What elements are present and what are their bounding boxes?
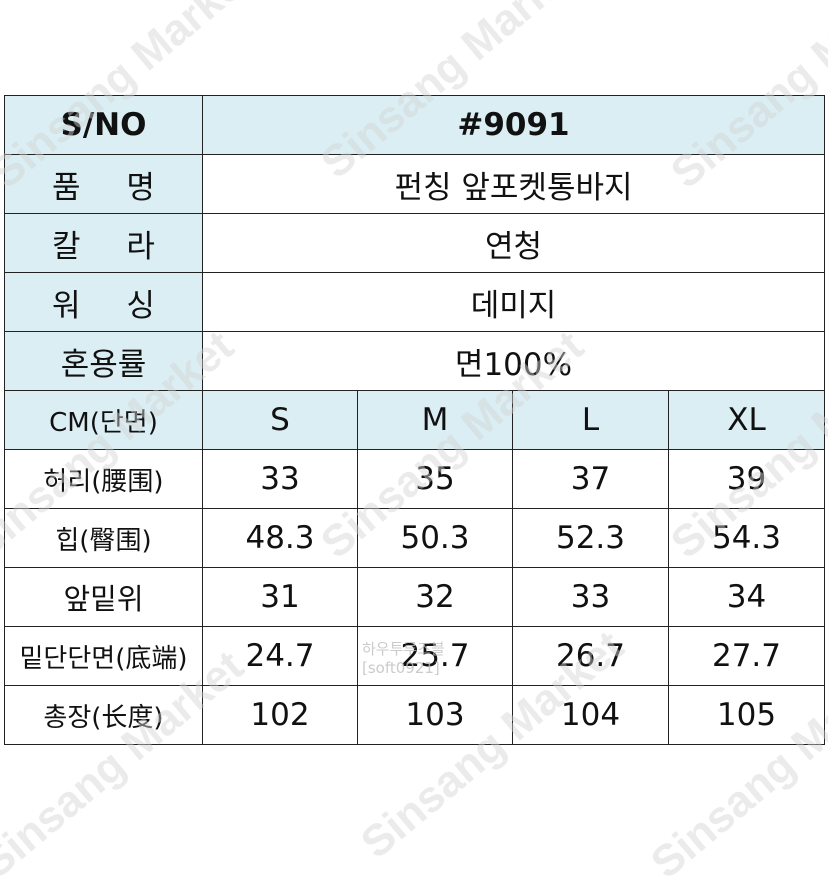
product-name-label: 품 명: [4, 154, 203, 214]
product-name-row: 품 명 펀칭 앞포켓통바지: [4, 154, 825, 214]
front-rise-s: 31: [202, 567, 358, 627]
length-xl: 105: [668, 685, 825, 745]
waist-row: 허리(腰围) 33 35 37 39: [4, 449, 825, 509]
length-s: 102: [202, 685, 358, 745]
length-l: 104: [512, 685, 669, 745]
hem-label: 밑단단면(底端): [4, 626, 203, 686]
front-rise-l: 33: [512, 567, 669, 627]
hip-m: 50.3: [357, 508, 513, 568]
length-label: 총장(长度): [4, 685, 203, 745]
size-header-row: CM(단면) S M L XL: [4, 390, 825, 450]
size-col-s: S: [202, 390, 358, 450]
waist-l: 37: [512, 449, 669, 509]
waist-m: 35: [357, 449, 513, 509]
wash-value: 데미지: [202, 272, 825, 332]
color-label: 칼 라: [4, 213, 203, 273]
hem-m: 25.7: [357, 626, 513, 686]
fabric-row: 혼용률 면100%: [4, 331, 825, 391]
front-rise-row: 앞밑위 31 32 33 34: [4, 567, 825, 627]
product-name-value: 펀칭 앞포켓통바지: [202, 154, 825, 214]
size-col-xl: XL: [668, 390, 825, 450]
wash-row: 워 싱 데미지: [4, 272, 825, 332]
sno-label: S/NO: [4, 95, 203, 155]
hem-l: 26.7: [512, 626, 669, 686]
size-col-m: M: [357, 390, 513, 450]
waist-xl: 39: [668, 449, 825, 509]
hip-xl: 54.3: [668, 508, 825, 568]
fabric-value: 면100%: [202, 331, 825, 391]
front-rise-label: 앞밑위: [4, 567, 203, 627]
sno-row: S/NO #9091: [4, 95, 825, 155]
wash-label: 워 싱: [4, 272, 203, 332]
hem-row: 밑단단면(底端) 24.7 25.7 26.7 27.7: [4, 626, 825, 686]
color-row: 칼 라 연청: [4, 213, 825, 273]
fabric-label: 혼용률: [4, 331, 203, 391]
hem-s: 24.7: [202, 626, 358, 686]
sno-value: #9091: [202, 95, 825, 155]
hip-s: 48.3: [202, 508, 358, 568]
hem-xl: 27.7: [668, 626, 825, 686]
length-m: 103: [357, 685, 513, 745]
front-rise-xl: 34: [668, 567, 825, 627]
size-header-label: CM(단면): [4, 390, 203, 450]
front-rise-m: 32: [357, 567, 513, 627]
color-value: 연청: [202, 213, 825, 273]
hip-label: 힙(臀围): [4, 508, 203, 568]
waist-label: 허리(腰围): [4, 449, 203, 509]
hip-row: 힙(臀围) 48.3 50.3 52.3 54.3: [4, 508, 825, 568]
waist-s: 33: [202, 449, 358, 509]
product-spec-table: S/NO #9091 품 명 펀칭 앞포켓통바지 칼 라 연청 워 싱 데미지 …: [4, 95, 825, 745]
size-col-l: L: [512, 390, 669, 450]
hip-l: 52.3: [512, 508, 669, 568]
length-row: 총장(长度) 102 103 104 105: [4, 685, 825, 745]
